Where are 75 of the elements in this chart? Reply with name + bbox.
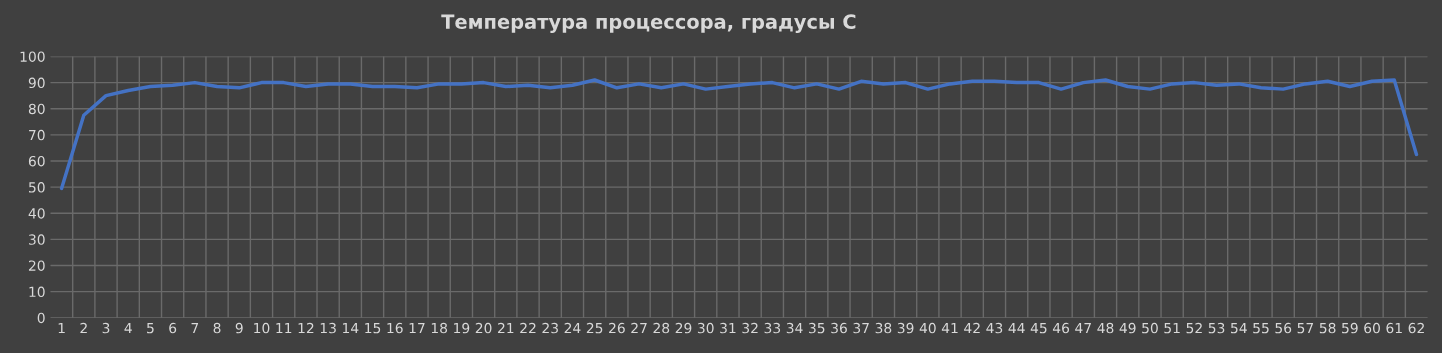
x-tick-label: 59 [1342,322,1358,334]
x-tick-label: 16 [387,322,403,334]
y-tick-label: 10 [29,286,45,298]
x-tick-label: 11 [276,322,292,334]
x-tick-label: 32 [742,322,758,334]
y-tick-label: 30 [28,234,45,245]
x-tick-label: 55 [1253,322,1269,334]
x-tick-label: 43 [986,322,1003,334]
x-tick-label: 37 [853,322,869,334]
x-tick-label: 53 [1208,322,1225,334]
x-tick-label: 24 [564,322,581,334]
y-tick-label: 50 [29,182,45,193]
x-tick-label: 19 [454,322,470,334]
x-tick-label: 22 [520,322,536,334]
x-tick-label: 51 [1164,322,1180,334]
x-tick-label: 40 [919,322,936,334]
x-tick-label: 33 [764,322,781,334]
x-tick-label: 1 [58,322,65,334]
x-tick-label: 12 [298,322,314,334]
x-tick-label: 60 [1364,322,1380,334]
x-tick-label: 21 [497,322,514,334]
x-tick-label: 57 [1297,322,1314,334]
x-tick-label: 54 [1231,322,1247,334]
x-tick-label: 56 [1275,322,1292,334]
x-tick-label: 30 [697,322,714,334]
y-tick-label: 80 [28,103,45,115]
x-tick-label: 45 [1030,322,1047,334]
x-tick-label: 61 [1386,322,1402,334]
x-tick-label: 5 [147,322,154,334]
y-tick-label: 100 [20,51,45,62]
y-tick-label: 70 [29,129,45,141]
x-tick-label: 20 [475,322,492,334]
x-tick-label: 44 [1008,322,1025,334]
x-tick-label: 49 [1119,322,1136,334]
x-tick-label: 26 [609,322,625,334]
x-tick-label: 8 [213,322,221,334]
x-tick-label: 39 [897,322,914,334]
x-tick-label: 23 [542,322,558,334]
y-tick-label: 60 [28,155,45,167]
y-tick-label: 20 [28,260,45,271]
x-tick-label: 27 [631,322,647,334]
x-tick-label: 25 [586,322,603,334]
x-tick-label: 4 [124,322,132,334]
chart-title: Температура процессора, градусы С [441,14,856,33]
x-tick-label: 18 [431,322,448,334]
x-tick-label: 62 [1408,322,1424,334]
x-tick-label: 31 [720,322,736,334]
x-tick-label: 17 [409,322,425,334]
x-tick-label: 41 [941,322,958,334]
x-tick-label: 36 [831,322,847,334]
x-tick-label: 50 [1142,322,1158,334]
x-tick-label: 6 [169,322,177,334]
x-tick-label: 14 [343,322,359,334]
x-tick-label: 47 [1075,322,1091,334]
x-tick-label: 46 [1052,322,1070,334]
x-tick-label: 9 [235,322,243,334]
x-tick-label: 42 [964,322,980,334]
x-tick-label: 15 [365,322,381,334]
x-tick-label: 29 [675,322,692,334]
x-tick-label: 2 [80,322,87,334]
x-tick-label: 7 [191,322,199,334]
x-tick-label: 28 [653,322,670,334]
y-tick-label: 90 [28,77,45,89]
y-tick-label: 0 [37,312,45,324]
x-tick-label: 38 [875,322,892,334]
x-tick-label: 3 [102,322,110,334]
y-tick-label: 40 [28,208,45,219]
x-tick-label: 34 [786,322,803,334]
x-tick-label: 48 [1097,322,1114,334]
line-series [59,78,1419,191]
x-tick-label: 52 [1186,322,1202,334]
x-tick-label: 10 [254,322,270,334]
x-tick-label: 35 [808,322,825,334]
x-tick-label: 58 [1319,322,1336,334]
x-tick-label: 13 [320,322,336,334]
